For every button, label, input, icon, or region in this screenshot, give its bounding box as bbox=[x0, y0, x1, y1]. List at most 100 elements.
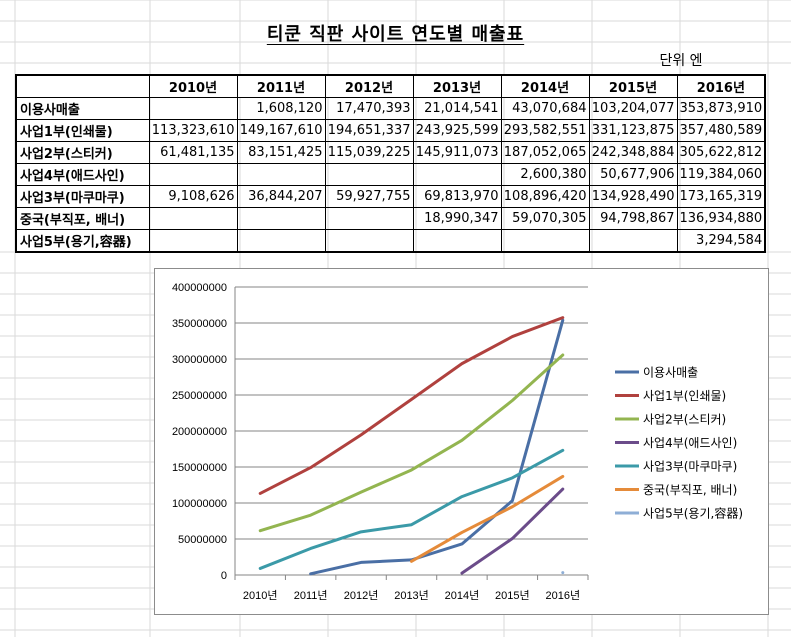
table-cell: 83,151,425 bbox=[236, 141, 326, 164]
table-cell: 61,481,135 bbox=[148, 141, 238, 164]
table-cell: 173,165,319 bbox=[676, 185, 766, 208]
row-label: 사업5부(용기,容器) bbox=[15, 229, 150, 253]
year-header: 2012년 bbox=[324, 74, 414, 98]
table-cell bbox=[236, 163, 326, 186]
series-line bbox=[258, 448, 565, 570]
table-cell: 293,582,551 bbox=[500, 119, 590, 142]
chart-svg: 0 50000000 100000000 150000000 200000000 2500… bbox=[172, 282, 743, 602]
y-tick-label: 400000000 bbox=[172, 282, 227, 294]
year-header: 2014년 bbox=[500, 74, 590, 98]
legend-label: 중국(부직포, 배너) bbox=[643, 483, 737, 497]
x-tick-label: 2010년 bbox=[243, 589, 278, 602]
year-header: 2016년 bbox=[676, 74, 766, 98]
sales-table: 2010년 2011년 2012년 2013년 2014년 2015년 2016… bbox=[15, 74, 767, 253]
table-row: 사업2부(스티커) 61,481,135 83,151,425 115,039,… bbox=[15, 141, 766, 164]
table-cell: 136,934,880 bbox=[676, 207, 766, 230]
table-cell: 331,123,875 bbox=[588, 119, 678, 142]
row-label: 사업3부(마쿠마쿠) bbox=[15, 185, 150, 208]
line-chart[interactable]: 0 50000000 100000000 150000000 200000000 2500… bbox=[154, 268, 769, 615]
series-line bbox=[258, 316, 565, 495]
row-label: 이용사매출 bbox=[15, 97, 150, 120]
table-row: 사업1부(인쇄물) 113,323,610 149,167,610 194,65… bbox=[15, 119, 766, 142]
row-label: 사업2부(스티커) bbox=[15, 141, 150, 164]
table-header-row: 2010년 2011년 2012년 2013년 2014년 2015년 2016… bbox=[15, 74, 766, 98]
legend-label: 사업1부(인쇄물) bbox=[643, 389, 726, 403]
table-cell: 134,928,490 bbox=[588, 185, 678, 208]
year-header: 2010년 bbox=[148, 74, 238, 98]
x-tick-label: 2016년 bbox=[545, 589, 580, 602]
year-header: 2015년 bbox=[588, 74, 678, 98]
series-line bbox=[309, 318, 565, 576]
y-tick-label: 0 bbox=[221, 570, 227, 582]
legend-label: 사업4부(애드사인) bbox=[643, 436, 737, 450]
table-cell bbox=[236, 229, 326, 253]
table-cell: 69,813,970 bbox=[412, 185, 502, 208]
table-cell: 119,384,060 bbox=[676, 163, 766, 186]
table-cell bbox=[412, 229, 502, 253]
table-cell bbox=[148, 97, 238, 120]
table-cell: 103,204,077 bbox=[588, 97, 678, 120]
table-cell: 43,070,684 bbox=[500, 97, 590, 120]
table-cell: 2,600,380 bbox=[500, 163, 590, 186]
table-cell: 353,873,910 bbox=[676, 97, 766, 120]
x-tick-label: 2012년 bbox=[344, 589, 379, 602]
series-line bbox=[410, 474, 565, 563]
x-tick-label: 2013년 bbox=[394, 589, 429, 602]
table-row: 중국(부직포, 배너) 18,990,347 59,070,305 94,798… bbox=[15, 207, 766, 230]
y-tick-label: 300000000 bbox=[172, 354, 227, 366]
table-cell bbox=[324, 163, 414, 186]
table-cell: 1,608,120 bbox=[236, 97, 326, 120]
y-tick-label: 50000000 bbox=[178, 534, 227, 546]
y-tick-label: 100000000 bbox=[172, 498, 227, 510]
table-row: 사업3부(마쿠마쿠) 9,108,626 36,844,207 59,927,7… bbox=[15, 185, 766, 208]
y-tick-label: 200000000 bbox=[172, 426, 227, 438]
table-cell: 242,348,884 bbox=[588, 141, 678, 164]
table-cell bbox=[324, 229, 414, 253]
table-cell: 243,925,599 bbox=[412, 119, 502, 142]
table-cell: 3,294,584 bbox=[676, 229, 766, 253]
legend-label: 사업2부(스티커) bbox=[643, 413, 726, 427]
table-cell: 94,798,867 bbox=[588, 207, 678, 230]
table-cell bbox=[148, 163, 238, 186]
legend-label: 사업3부(마쿠마쿠) bbox=[643, 460, 737, 474]
table-row: 사업4부(애드사인) 2,600,380 50,677,906 119,384,… bbox=[15, 163, 766, 186]
series-line bbox=[258, 353, 565, 533]
table-row: 사업5부(용기,容器) 3,294,584 bbox=[15, 229, 766, 253]
table-cell: 108,896,420 bbox=[500, 185, 590, 208]
series-point bbox=[561, 571, 565, 575]
table-cell: 59,070,305 bbox=[500, 207, 590, 230]
row-label: 사업4부(애드사인) bbox=[15, 163, 150, 186]
table-cell bbox=[588, 229, 678, 253]
table-cell bbox=[236, 207, 326, 230]
table-row: 이용사매출 1,608,120 17,470,393 21,014,541 43… bbox=[15, 97, 766, 120]
unit-label: 단위 엔 bbox=[659, 53, 703, 69]
y-tick-label: 350000000 bbox=[172, 318, 227, 330]
y-tick-label: 250000000 bbox=[172, 390, 227, 402]
table-cell bbox=[500, 229, 590, 253]
table-cell bbox=[148, 229, 238, 253]
x-tick-label: 2011년 bbox=[294, 589, 328, 602]
table-cell: 305,622,812 bbox=[676, 141, 766, 164]
row-label: 중국(부직포, 배너) bbox=[15, 207, 150, 230]
table-cell: 21,014,541 bbox=[412, 97, 502, 120]
row-label: 사업1부(인쇄물) bbox=[15, 119, 150, 142]
table-cell: 50,677,906 bbox=[588, 163, 678, 186]
table-cell bbox=[148, 207, 238, 230]
table-cell: 36,844,207 bbox=[236, 185, 326, 208]
table-cell: 357,480,589 bbox=[676, 119, 766, 142]
page-title: 티쿤 직판 사이트 연도별 매출표 bbox=[266, 24, 525, 45]
table-cell: 149,167,610 bbox=[236, 119, 326, 142]
table-cell: 18,990,347 bbox=[412, 207, 502, 230]
table-cell: 194,651,337 bbox=[324, 119, 414, 142]
year-header: 2011년 bbox=[236, 74, 326, 98]
x-tick-label: 2015년 bbox=[495, 589, 530, 602]
year-header: 2013년 bbox=[412, 74, 502, 98]
table-header-empty bbox=[15, 74, 150, 98]
table-cell: 17,470,393 bbox=[324, 97, 414, 120]
table-cell bbox=[412, 163, 502, 186]
table-cell: 9,108,626 bbox=[148, 185, 238, 208]
series-line bbox=[460, 487, 565, 575]
table-cell: 113,323,610 bbox=[148, 119, 238, 142]
table-cell bbox=[324, 207, 414, 230]
table-cell: 59,927,755 bbox=[324, 185, 414, 208]
